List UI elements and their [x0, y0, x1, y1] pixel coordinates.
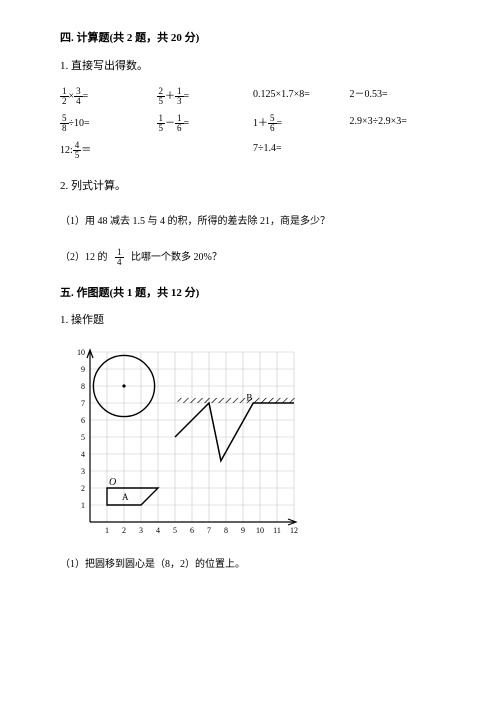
svg-text:O: O: [109, 477, 116, 488]
section5-title: 五. 作图题(共 1 题，共 12 分): [60, 285, 440, 303]
svg-text:3: 3: [139, 526, 143, 535]
svg-text:3: 3: [81, 467, 85, 476]
expr-3-2: 7÷1.4=: [253, 141, 440, 160]
svg-text:4: 4: [156, 526, 160, 535]
calc-row3: 12:45＝ 7÷1.4=: [60, 141, 440, 160]
expr-1-4: 2－0.53=: [350, 87, 441, 106]
svg-text:A: A: [122, 492, 129, 502]
svg-text:9: 9: [241, 526, 245, 535]
svg-text:8: 8: [81, 382, 85, 391]
expr-2-4: 2.9×3÷2.9×3=: [350, 114, 441, 133]
grid-diagram: 12345678910123456789101112OAB: [60, 342, 315, 547]
svg-text:7: 7: [81, 399, 85, 408]
q2-sub1: （1）用 48 减去 1.5 与 4 的积，所得的差去除 21，商是多少？: [60, 214, 440, 230]
svg-text:5: 5: [81, 433, 85, 442]
s5-q1-label: 1. 操作题: [60, 312, 440, 330]
svg-text:B: B: [246, 392, 252, 402]
expr-2-1: 58÷10=: [60, 114, 151, 133]
svg-text:4: 4: [81, 450, 85, 459]
s5-q1-sub1: （1）把圆移到圆心是（8，2）的位置上。: [60, 557, 440, 573]
calc-row1: 12×34= 25＋13= 0.125×1.7×8= 2－0.53=: [60, 87, 440, 106]
calc-row2: 58÷10= 15－16= 1＋56= 2.9×3÷2.9×3=: [60, 114, 440, 133]
q1-label: 1. 直接写出得数。: [60, 58, 440, 76]
expr-2-3: 1＋56=: [253, 114, 344, 133]
svg-text:9: 9: [81, 365, 85, 374]
svg-text:7: 7: [207, 526, 211, 535]
q2-sub2: （2）12 的 14 比哪一个数多 20%？: [60, 248, 440, 267]
svg-text:8: 8: [224, 526, 228, 535]
svg-text:2: 2: [81, 484, 85, 493]
expr-1-3: 0.125×1.7×8=: [253, 87, 344, 106]
svg-text:11: 11: [273, 526, 281, 535]
svg-text:1: 1: [81, 501, 85, 510]
svg-text:5: 5: [173, 526, 177, 535]
svg-text:2: 2: [122, 526, 126, 535]
expr-3-1: 12:45＝: [60, 141, 247, 160]
svg-text:6: 6: [81, 416, 85, 425]
expr-1-2: 25＋13=: [157, 87, 248, 106]
expr-2-2: 15－16=: [157, 114, 248, 133]
svg-text:6: 6: [190, 526, 194, 535]
svg-text:10: 10: [77, 348, 85, 357]
svg-text:12: 12: [290, 526, 298, 535]
svg-text:1: 1: [105, 526, 109, 535]
expr-1-1: 12×34=: [60, 87, 151, 106]
svg-text:10: 10: [256, 526, 264, 535]
q2-label: 2. 列式计算。: [60, 178, 440, 196]
operation-figure: 12345678910123456789101112OAB: [60, 342, 440, 547]
section4-title: 四. 计算题(共 2 题，共 20 分): [60, 30, 440, 48]
